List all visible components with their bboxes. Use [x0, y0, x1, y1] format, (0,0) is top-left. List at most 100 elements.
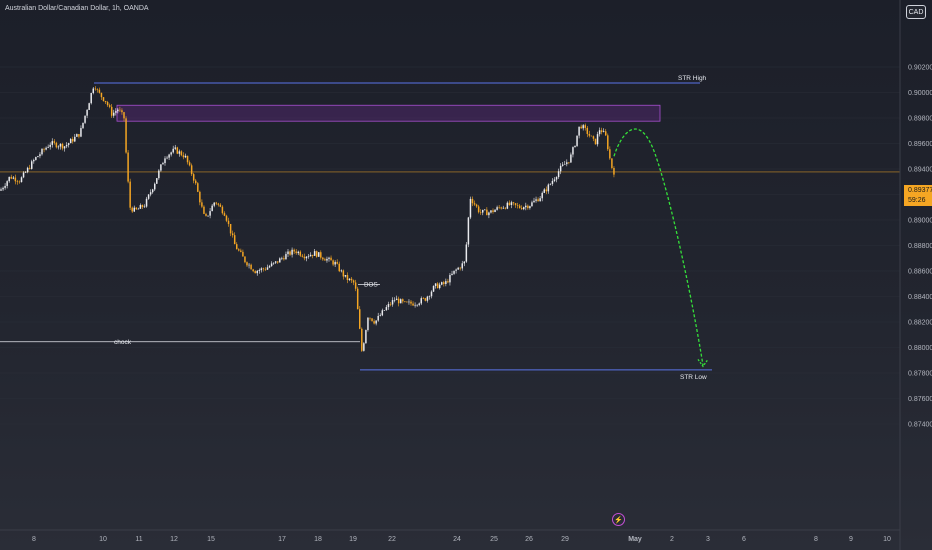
x-tick-label: 6 [742, 536, 746, 543]
candle-body [313, 251, 316, 256]
candle-body [156, 178, 158, 184]
candle-body [299, 251, 302, 256]
candle-body [207, 215, 209, 217]
candle-body [588, 133, 591, 136]
candle-body [326, 258, 328, 261]
candle-body [147, 194, 150, 199]
candle-body [490, 210, 492, 213]
y-tick-label: 0.88400 [908, 294, 932, 301]
candle-body [213, 202, 215, 206]
candle-body [328, 257, 330, 259]
candle-body [385, 307, 388, 311]
candle-body [143, 206, 146, 208]
candle-body [568, 162, 570, 163]
candle-body [574, 145, 576, 148]
candle-body [506, 202, 509, 209]
candle-body [420, 298, 422, 304]
candle-body [104, 101, 107, 103]
candle-body [443, 282, 445, 284]
candle-body [176, 147, 179, 154]
candle-body [320, 252, 322, 258]
candle-body [137, 208, 140, 210]
candle-body [578, 126, 580, 136]
candle-body [537, 199, 539, 202]
candle-body [18, 181, 21, 183]
candle-body [375, 320, 377, 324]
candle-body [449, 274, 451, 283]
candle-body [256, 270, 258, 274]
lightning-icon[interactable]: ⚡ [612, 513, 625, 526]
candle-body [26, 167, 29, 173]
candle-body [72, 138, 74, 142]
candle-body [78, 134, 80, 137]
candle-body [80, 128, 82, 137]
candle-body [602, 131, 605, 133]
y-tick-label: 0.90200 [908, 65, 932, 72]
candle-body [412, 303, 414, 306]
candle-body [508, 202, 511, 205]
candle-body [395, 298, 398, 301]
candle-body [295, 251, 297, 254]
candle-body [221, 206, 224, 214]
candle-body [244, 256, 246, 263]
candle-body [318, 252, 320, 257]
y-tick-label: 0.88800 [908, 243, 932, 250]
x-tick-label: 3 [706, 536, 710, 543]
candle-body [233, 235, 236, 245]
candle-body [90, 92, 92, 104]
candle-body [65, 144, 68, 147]
candle-body [94, 88, 97, 90]
candle-body [69, 138, 72, 144]
projection-arrow [613, 128, 709, 368]
candle-body [340, 270, 343, 272]
candle-body [293, 249, 295, 252]
candle-body [168, 154, 170, 158]
candle-body [611, 158, 613, 168]
candle-body [523, 207, 525, 210]
candle-body [14, 177, 17, 182]
candle-body [8, 176, 10, 182]
x-tick-label: 2 [670, 536, 674, 543]
currency-button[interactable]: CAD [906, 5, 926, 19]
candle-body [274, 261, 277, 263]
candle-body [324, 259, 326, 261]
candle-body [551, 180, 554, 184]
candle-body [416, 304, 418, 306]
candle-body [590, 135, 593, 137]
candle-body [59, 143, 62, 147]
candle-body [123, 112, 125, 119]
candle-body [127, 152, 129, 182]
candle-body [174, 147, 176, 149]
candle-body [461, 263, 463, 269]
candle-body [492, 210, 494, 213]
candle-body [102, 97, 105, 102]
x-tick-label: 8 [32, 536, 36, 543]
y-tick-label: 0.87400 [908, 422, 932, 429]
candle-body [383, 310, 386, 311]
candle-body [432, 286, 435, 292]
candle-body [209, 211, 211, 216]
candle-body [594, 138, 597, 145]
candle-body [356, 288, 359, 310]
candle-body [547, 184, 550, 192]
candle-body [262, 268, 265, 270]
candle-body [76, 134, 78, 137]
candle-body [110, 106, 113, 116]
candle-body [582, 125, 584, 129]
candle-body [402, 299, 404, 302]
candle-body [393, 300, 396, 301]
candle-body [115, 111, 117, 113]
candle-body [389, 304, 392, 305]
candle-body [586, 127, 589, 134]
candle-body [404, 301, 406, 302]
candle-body [447, 281, 449, 283]
candle-body [35, 157, 37, 160]
y-tick-label: 0.87800 [908, 371, 932, 378]
candle-body [561, 164, 564, 166]
choch-label: chock [114, 339, 132, 346]
candle-body [252, 269, 254, 272]
candle-body [170, 152, 172, 155]
candle-body [498, 207, 500, 208]
candle-body [598, 130, 601, 135]
